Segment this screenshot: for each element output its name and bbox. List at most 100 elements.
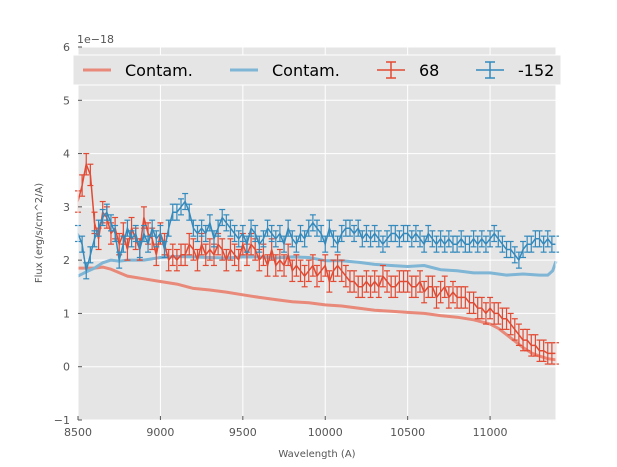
errorbar-point (338, 259, 345, 283)
errorbar-series-68 (75, 152, 559, 365)
errorbar-point (314, 219, 320, 237)
errorbar-point (161, 240, 168, 259)
errorbar-point (128, 230, 135, 248)
errorbar-point (425, 224, 432, 243)
legend: Contam. Contam. 68 -152 (72, 54, 562, 86)
errorbar-point (235, 248, 242, 272)
y-tick-label: 2 (63, 254, 70, 267)
errorbar-point (272, 230, 279, 248)
errorbar-point (371, 224, 378, 243)
errorbar-point (466, 235, 473, 253)
errorbar-point (437, 230, 444, 248)
errorbar-point (367, 230, 374, 248)
errorbar-point (112, 224, 119, 243)
errorbar-point (392, 275, 399, 299)
errorbar-point (264, 219, 271, 237)
errorbar-point (330, 230, 337, 248)
errorbar-point (334, 235, 341, 253)
errorbar-point (351, 270, 358, 293)
errorbar-point (178, 198, 185, 216)
contam-line-1 (78, 265, 557, 362)
errorbar-point (482, 235, 489, 253)
errorbar-point (482, 302, 489, 325)
errorbar-point (433, 235, 440, 253)
errorbar-point (495, 230, 502, 248)
errorbar-point (417, 270, 424, 293)
errorbar-point (103, 203, 110, 221)
errorbar-point (346, 219, 353, 237)
errorbar-point (87, 163, 94, 187)
x-axis-label: Wavelength (A) (278, 449, 355, 460)
x-tick-label: 11000 (473, 426, 508, 439)
errorbar-point (301, 264, 308, 288)
errorbar-point (276, 224, 283, 243)
errorbar-point (272, 254, 279, 277)
errorbar-point (379, 235, 386, 253)
errorbar-point (215, 219, 222, 237)
errorbar-point (540, 235, 547, 253)
errorbar-point (202, 243, 209, 267)
errorbar-point (449, 280, 456, 304)
legend-errorbar-swatch (377, 61, 405, 79)
errorbar-point (326, 219, 333, 237)
errorbar-point (297, 224, 304, 243)
errorbar-point (404, 270, 411, 293)
errorbar-point (309, 214, 316, 232)
errorbar-point (318, 259, 325, 283)
errorbar-point (408, 230, 415, 248)
errorbar-point (363, 270, 370, 293)
x-tick-label: 9000 (146, 426, 174, 439)
errorbar-point (478, 296, 485, 320)
errorbar-point (351, 224, 358, 243)
errorbar-point (417, 230, 424, 248)
errorbar-point (437, 280, 444, 304)
y-tick-label: 6 (63, 41, 70, 54)
errorbar-point (210, 230, 217, 248)
legend-label: 68 (419, 61, 439, 80)
errorbar-point (301, 230, 308, 248)
errorbar-point (107, 214, 114, 232)
errorbar-point (363, 224, 370, 243)
errorbar-point (198, 219, 205, 237)
errorbar-point (252, 224, 259, 243)
errorbar-point (239, 224, 246, 243)
errorbar-point (322, 254, 329, 277)
errorbar-point (140, 224, 147, 243)
errorbar-series--152 (75, 192, 559, 280)
errorbar-point (503, 307, 510, 331)
legend-label: Contam. (272, 61, 340, 80)
errorbar-point (491, 224, 498, 243)
errorbar-point (384, 270, 391, 293)
errorbar-point (227, 219, 234, 237)
errorbar-point (421, 235, 428, 253)
errorbar-point (375, 275, 382, 299)
errorbar-point (182, 192, 189, 211)
errorbar-point (478, 230, 485, 248)
errorbar-point (219, 238, 226, 261)
errorbar-point (79, 235, 86, 253)
x-tick-label: 10000 (308, 426, 343, 439)
errorbar-point (289, 259, 296, 283)
errorbar-point (173, 248, 180, 272)
errorbar-point (95, 219, 102, 237)
y-tick-label: −1 (54, 414, 70, 427)
errorbar-point (264, 254, 271, 277)
errorbar-point (285, 219, 292, 237)
errorbar-point (91, 230, 98, 248)
errorbar-point (532, 334, 539, 357)
errorbar-point (281, 254, 288, 277)
errorbar-point (289, 230, 296, 248)
errorbar-point (507, 240, 514, 259)
errorbar-point (124, 219, 131, 237)
y-axis-label: Flux (erg/s/cm^2/A) (34, 183, 45, 283)
errorbar-point (182, 243, 189, 267)
errorbar-point (231, 224, 238, 243)
errorbar-point (507, 312, 514, 336)
y-tick-label: 3 (63, 201, 70, 214)
errorbar-point (474, 235, 481, 253)
errorbar-point (441, 235, 448, 253)
errorbar-point (309, 254, 316, 277)
y-offset-label: 1e−18 (77, 33, 114, 46)
errorbar-point (462, 286, 469, 309)
errorbar-point (433, 286, 440, 309)
